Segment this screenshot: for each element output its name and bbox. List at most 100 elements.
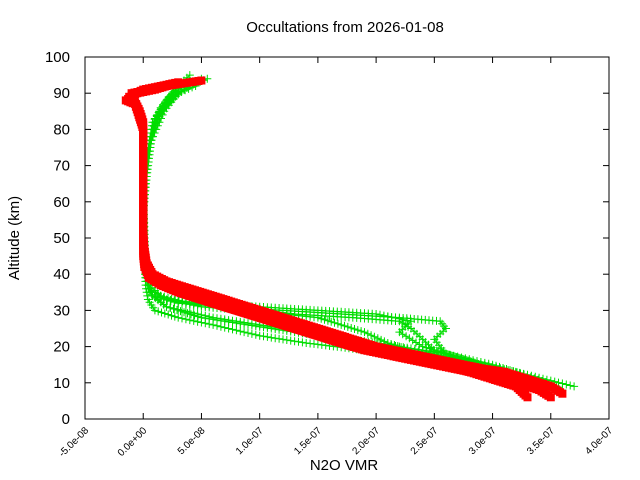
data-point-plus	[320, 315, 329, 324]
data-point-plus	[185, 71, 194, 80]
profile	[121, 80, 532, 402]
data-point-plus	[271, 334, 280, 343]
data-point-plus	[148, 291, 157, 300]
data-point-plus	[177, 87, 186, 96]
data-point-plus	[160, 309, 169, 318]
data-point-plus	[209, 315, 218, 324]
data-point-plus	[176, 307, 185, 316]
y-tick-label: 80	[53, 121, 70, 138]
chart-title: Occultations from 2026-01-08	[246, 19, 444, 36]
data-point-plus	[294, 337, 303, 346]
data-point-plus	[405, 334, 414, 343]
data-point-plus	[367, 331, 376, 340]
y-tick-label: 10	[53, 375, 70, 392]
data-point-plus	[353, 326, 362, 335]
data-point-plus	[343, 322, 352, 331]
data-point-plus	[174, 299, 183, 308]
y-tick-label: 100	[45, 49, 70, 66]
data-point-plus	[220, 317, 229, 326]
data-point-plus	[323, 316, 332, 325]
data-point-plus	[263, 332, 272, 341]
data-point-plus	[152, 114, 161, 123]
data-point-plus	[236, 327, 245, 336]
data-point-plus	[232, 319, 241, 328]
y-tick-label: 90	[53, 85, 70, 102]
data-point-plus	[259, 332, 268, 341]
data-point-plus	[185, 316, 194, 325]
data-point-plus	[190, 311, 199, 320]
data-point-plus	[183, 309, 192, 318]
data-point-plus	[259, 323, 268, 332]
data-point-plus	[197, 313, 206, 322]
data-point-plus	[333, 319, 342, 328]
data-point-plus	[275, 334, 284, 343]
data-point-plus	[330, 318, 339, 327]
data-point-plus	[170, 312, 179, 321]
data-point-plus	[181, 315, 190, 324]
data-point-plus	[194, 312, 202, 321]
data-point-plus	[151, 118, 160, 127]
data-point-plus	[166, 297, 175, 306]
data-point-plus	[150, 121, 159, 130]
x-axis-label: N2O VMR	[310, 457, 379, 474]
data-point-square	[174, 78, 183, 87]
data-point-plus	[205, 314, 214, 323]
data-point-plus	[347, 324, 356, 332]
data-point-plus	[350, 325, 359, 333]
data-point-plus	[174, 313, 183, 322]
data-point-plus	[363, 329, 372, 338]
data-point-plus	[157, 308, 166, 317]
data-point-plus	[216, 316, 225, 325]
data-point-plus	[244, 320, 252, 329]
data-point-plus	[373, 334, 382, 343]
data-point-plus	[232, 326, 241, 335]
data-point-plus	[170, 298, 179, 307]
data-point-plus	[148, 129, 157, 137]
data-point-plus	[554, 378, 563, 387]
data-point-plus	[224, 317, 233, 326]
data-point-plus	[255, 331, 264, 340]
data-point-plus	[180, 308, 188, 317]
y-tick-label: 70	[53, 158, 70, 175]
data-point-plus	[251, 330, 260, 339]
data-point-plus	[164, 310, 173, 319]
data-point-plus	[154, 307, 163, 316]
data-point-plus	[402, 332, 411, 341]
data-point-plus	[247, 329, 256, 338]
data-point-plus	[357, 327, 366, 336]
y-tick-label: 0	[62, 411, 70, 428]
data-point-square	[197, 76, 206, 85]
data-point-plus	[286, 336, 295, 345]
data-point-plus	[282, 336, 291, 344]
data-point-plus	[146, 136, 155, 145]
data-point-plus	[251, 322, 260, 331]
data-point-plus	[236, 319, 245, 328]
y-tick-label: 20	[53, 339, 70, 356]
data-point-plus	[408, 336, 417, 345]
y-tick-label: 60	[53, 194, 70, 211]
data-point-plus	[570, 382, 579, 391]
data-point-plus	[247, 321, 256, 330]
data-point-plus	[169, 305, 178, 313]
data-point-plus	[178, 314, 186, 323]
data-point-plus	[146, 284, 155, 293]
data-point-plus	[558, 379, 567, 388]
data-point-plus	[240, 320, 249, 329]
data-point-plus	[360, 328, 369, 337]
data-point-plus	[163, 296, 172, 305]
data-point-plus	[189, 316, 198, 325]
data-point-plus	[149, 125, 158, 134]
data-point-plus	[166, 303, 174, 312]
data-point-plus	[290, 337, 299, 346]
data-point-plus	[147, 132, 156, 141]
data-point-plus	[337, 320, 346, 329]
data-point-plus	[255, 322, 264, 331]
data-point-plus	[201, 314, 210, 323]
y-tick-label: 50	[53, 230, 70, 247]
data-point-plus	[143, 295, 152, 304]
data-point-plus	[267, 333, 276, 342]
series-layer	[121, 71, 579, 402]
data-point-plus	[370, 332, 379, 341]
data-point-plus	[228, 325, 237, 334]
